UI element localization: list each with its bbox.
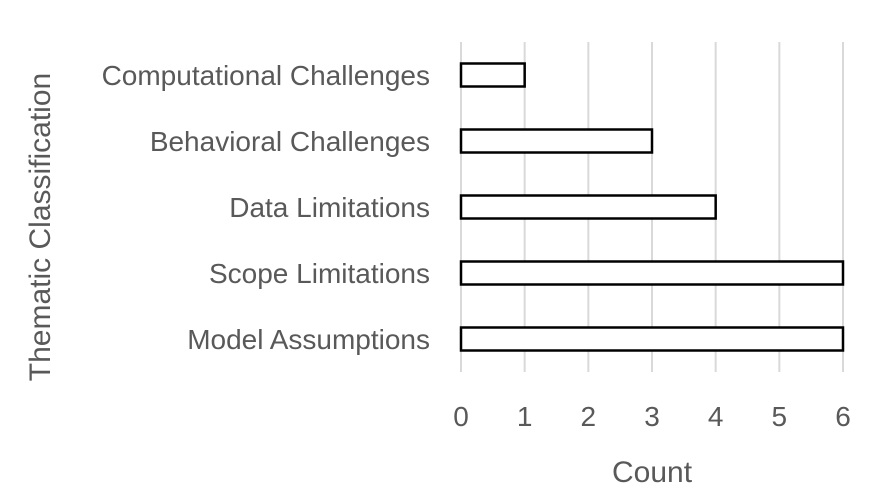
bar-data-limitations xyxy=(459,194,717,220)
category-labels: Model Assumptions Scope Limitations Data L… xyxy=(102,60,430,355)
x-tick-label: 4 xyxy=(708,401,724,432)
category-label: Data Limitations xyxy=(229,192,430,223)
category-label: Computational Challenges xyxy=(102,60,430,91)
x-tick-label: 0 xyxy=(453,401,469,432)
bar-scope-limitations xyxy=(459,260,845,286)
category-label: Scope Limitations xyxy=(209,258,430,289)
x-tick-label: 3 xyxy=(644,401,660,432)
bar-model-assumptions xyxy=(459,326,845,352)
x-tick-label: 2 xyxy=(581,401,597,432)
bar-computational-challenges xyxy=(459,62,526,88)
bar-behavioral-challenges xyxy=(459,128,654,154)
x-tick-labels: 0 1 2 3 4 5 6 xyxy=(453,401,851,432)
category-label: Behavioral Challenges xyxy=(150,126,430,157)
y-axis-title: Thematic Classification xyxy=(24,73,57,381)
x-axis-title: Count xyxy=(612,456,693,489)
category-label: Model Assumptions xyxy=(187,324,430,355)
x-tick-label: 5 xyxy=(772,401,788,432)
x-tick-label: 6 xyxy=(835,401,851,432)
bars xyxy=(459,62,845,352)
x-tick-label: 1 xyxy=(517,401,533,432)
